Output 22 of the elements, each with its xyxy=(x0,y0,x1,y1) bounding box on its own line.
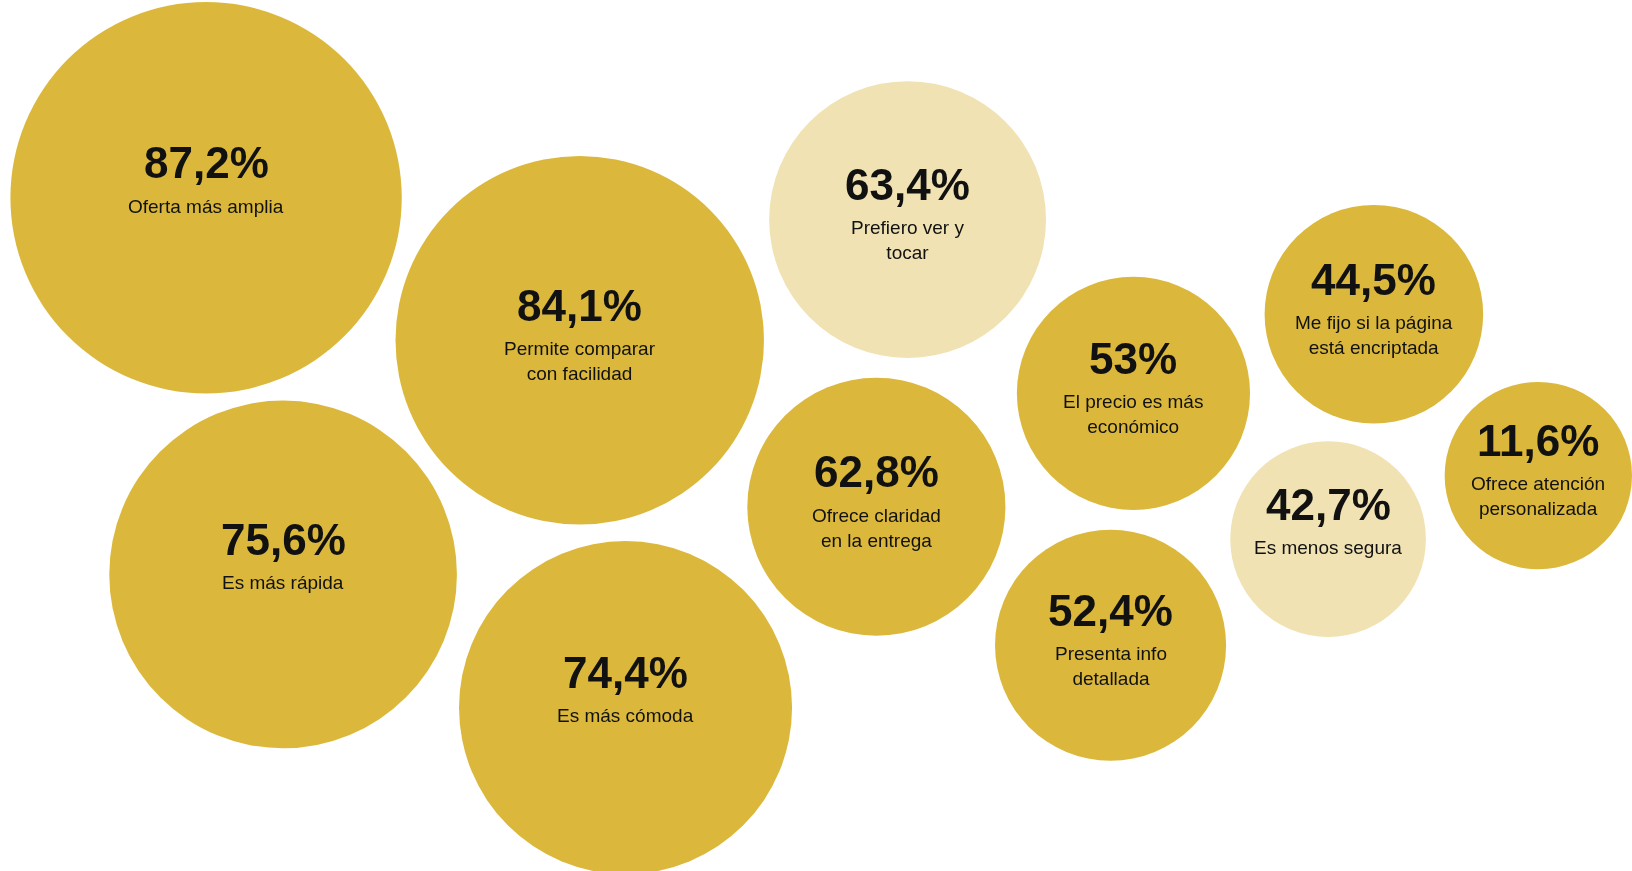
category-label: Es más rápida xyxy=(222,572,344,593)
data-label: 63,4% xyxy=(845,160,970,209)
category-label: El precio es más económico xyxy=(1063,391,1204,437)
data-label: 44,5% xyxy=(1311,255,1436,304)
category-label: Ofrece atención personalizada xyxy=(1471,473,1606,519)
category-label: Prefiero ver y tocar xyxy=(851,217,965,263)
data-label: 75,6% xyxy=(221,515,346,564)
data-label: 87,2% xyxy=(144,138,269,187)
data-label: 62,8% xyxy=(814,447,939,496)
category-label: Me fijo si la página está encriptada xyxy=(1295,312,1453,358)
data-label: 74,4% xyxy=(563,648,688,697)
data-label: 84,1% xyxy=(517,281,642,330)
data-label: 11,6% xyxy=(1477,416,1600,465)
category-label: Oferta más amplia xyxy=(128,196,284,217)
data-label: 42,7% xyxy=(1266,480,1391,529)
category-label: Ofrece claridad en la entrega xyxy=(812,505,941,551)
category-label: Es menos segura xyxy=(1254,537,1403,558)
data-label: 52,4% xyxy=(1048,586,1173,635)
category-label: Es más cómoda xyxy=(557,705,694,726)
data-label: 53% xyxy=(1089,334,1178,383)
category-label: Permite comparar con facilidad xyxy=(504,338,656,384)
category-label: Presenta info detallada xyxy=(1055,643,1167,689)
